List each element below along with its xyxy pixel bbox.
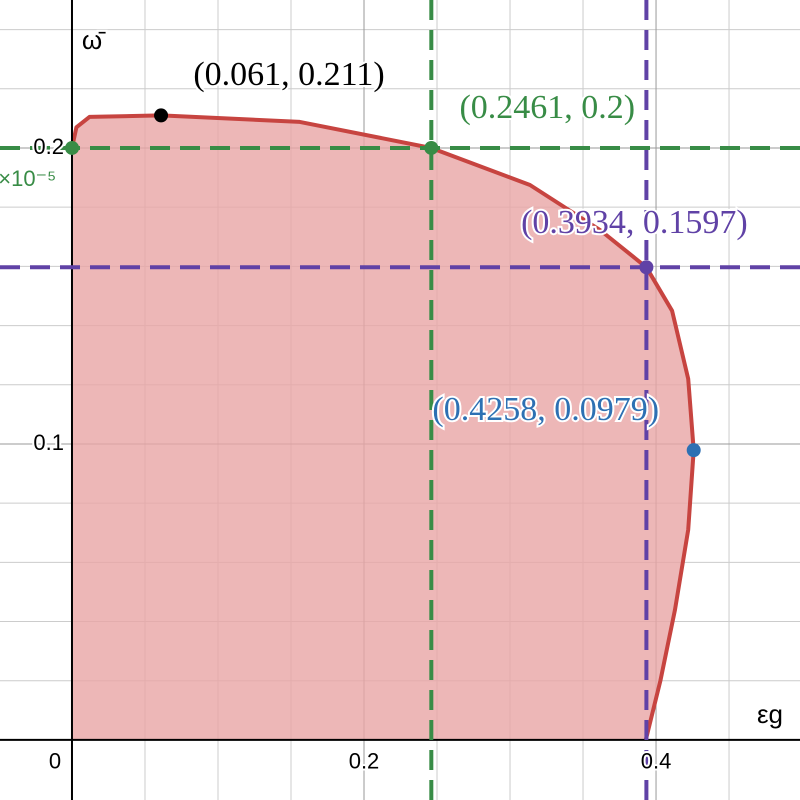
point-label: (0.4258, 0.0979): [432, 391, 659, 428]
region-fill: [71, 115, 694, 740]
point-label: x=4.6×10⁻⁵: [0, 166, 56, 191]
point-label: (0.061, 0.211): [193, 56, 384, 93]
point: [686, 443, 701, 458]
x-tick-label: 0.2: [349, 749, 380, 774]
point: [65, 140, 80, 155]
point-label: (0.3934, 0.1597): [521, 204, 748, 241]
point: [424, 140, 439, 155]
y-tick-label: 0.1: [33, 430, 64, 455]
y-tick-label: 0.2: [33, 134, 64, 159]
point: [154, 108, 169, 123]
point-label: (0.2461, 0.2): [459, 89, 635, 126]
point: [639, 260, 654, 275]
x-tick-label: 0.4: [641, 749, 672, 774]
x-tick-label: 0: [49, 749, 61, 774]
x-axis-label: εg: [757, 699, 783, 729]
boundary-curve: [70, 113, 696, 741]
